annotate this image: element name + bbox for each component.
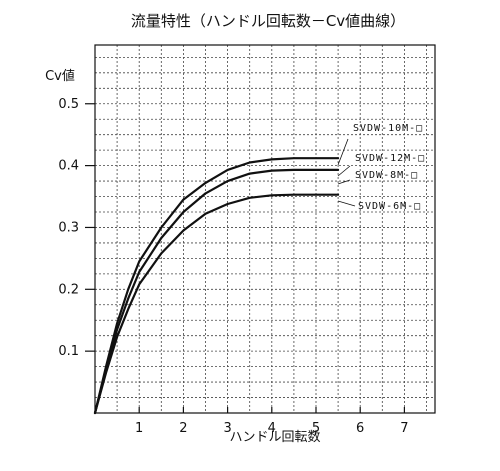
ticks-layer: 0.1 0.2 0.3 0.4 0.5 1 2 3 4 5 6 7 [58, 97, 408, 436]
series-leader-line [337, 179, 351, 185]
x-tick-label: 3 [223, 421, 231, 436]
y-tick-label: 0.2 [58, 282, 79, 297]
y-tick-label: 0.3 [58, 220, 79, 235]
series-leader-line [337, 138, 349, 166]
series-layer [93, 157, 340, 415]
x-tick-label: 1 [135, 421, 143, 436]
x-tick-label: 5 [312, 421, 320, 436]
series-label-2: SVDW-12M-□ [355, 153, 425, 164]
series-line-1 [93, 157, 340, 415]
series-labels-layer: SVDW-10M-□ SVDW-12M-□ SVDW-8M-□ SVDW-6M-□ [337, 123, 425, 212]
x-tick-label: 7 [400, 421, 408, 436]
plot-frame [94, 44, 436, 414]
y-axis-label: Cv値 [45, 68, 75, 84]
grid-layer [95, 45, 435, 413]
series-line-3 [93, 193, 340, 415]
chart-title: 流量特性（ハンドル回転数－Cv値曲線） [131, 12, 405, 30]
series-line-2 [93, 168, 340, 415]
series-label-3: SVDW-8M-□ [355, 170, 418, 181]
y-tick-label: 0.1 [58, 344, 79, 359]
series-label-4: SVDW-6M-□ [358, 201, 421, 212]
series-leader-line [337, 165, 351, 177]
x-axis-label: ハンドル回転数 [229, 430, 320, 445]
x-tick-label: 2 [179, 421, 187, 436]
y-tick-label: 0.5 [58, 97, 79, 112]
series-leader-line [337, 200, 356, 207]
x-tick-label: 4 [268, 421, 276, 436]
y-tick-label: 0.4 [58, 159, 79, 174]
series-label-1: SVDW-10M-□ [353, 123, 423, 134]
x-tick-label: 6 [356, 421, 364, 436]
